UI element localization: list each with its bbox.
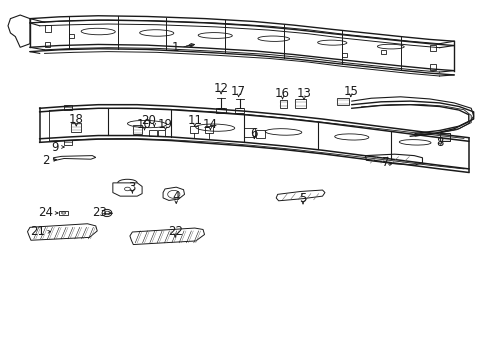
- Bar: [149, 130, 157, 136]
- Bar: [205, 126, 213, 134]
- Text: 21: 21: [30, 225, 45, 238]
- Text: 5: 5: [299, 192, 306, 205]
- Text: 11: 11: [187, 114, 202, 127]
- Bar: [189, 126, 197, 134]
- Bar: [216, 108, 225, 113]
- Bar: [380, 50, 385, 54]
- Text: 3: 3: [128, 181, 136, 194]
- Bar: [69, 34, 74, 39]
- Text: 13: 13: [296, 87, 311, 100]
- Text: 24: 24: [38, 207, 53, 220]
- Bar: [64, 105, 72, 110]
- Bar: [64, 140, 72, 145]
- Text: 7: 7: [382, 156, 389, 169]
- Text: 16: 16: [274, 87, 289, 100]
- Text: 22: 22: [167, 225, 183, 238]
- Bar: [71, 123, 81, 132]
- Text: 12: 12: [213, 82, 228, 95]
- Text: 6: 6: [250, 127, 258, 140]
- Bar: [429, 45, 435, 51]
- Bar: [439, 134, 449, 141]
- Text: 17: 17: [231, 85, 245, 98]
- Text: 14: 14: [203, 118, 218, 131]
- Bar: [429, 64, 435, 69]
- Bar: [44, 42, 50, 47]
- Text: 10: 10: [137, 118, 152, 131]
- Bar: [279, 100, 287, 108]
- Bar: [341, 53, 346, 57]
- Bar: [256, 130, 264, 138]
- Text: 2: 2: [42, 154, 49, 167]
- Text: 23: 23: [92, 207, 107, 220]
- Bar: [158, 130, 164, 136]
- Text: 20: 20: [141, 114, 156, 127]
- Bar: [234, 108, 244, 113]
- Bar: [59, 211, 68, 215]
- Bar: [336, 98, 348, 105]
- Text: 15: 15: [343, 85, 358, 98]
- Text: 18: 18: [69, 113, 83, 126]
- Text: 9: 9: [52, 140, 59, 153]
- Text: 1: 1: [171, 41, 178, 54]
- Bar: [295, 99, 305, 108]
- Text: 8: 8: [435, 136, 442, 149]
- Text: 19: 19: [158, 118, 173, 131]
- Bar: [133, 126, 142, 134]
- Bar: [44, 26, 51, 32]
- Text: 4: 4: [172, 190, 180, 203]
- Bar: [244, 128, 255, 137]
